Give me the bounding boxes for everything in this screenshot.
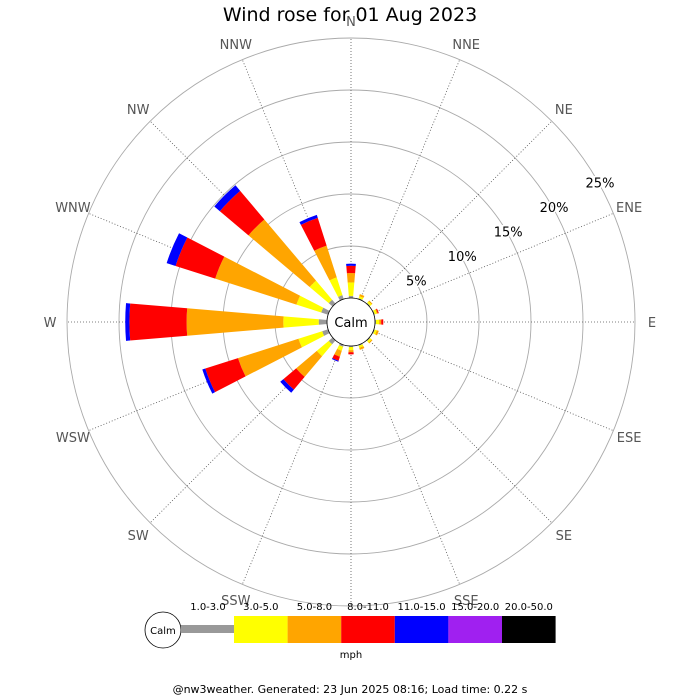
bar-segment bbox=[375, 330, 379, 336]
grid-spokes: N NNE NE ENE E ESE SE SSE S SSW SW WSW W WNW NW NNW bbox=[44, 15, 657, 632]
bar-segment bbox=[348, 346, 354, 351]
grid-ring bbox=[66, 37, 636, 607]
bar-segment bbox=[237, 338, 302, 377]
chart-title: Wind rose for 01 Aug 2023 bbox=[222, 4, 478, 26]
bar-segment bbox=[318, 319, 328, 325]
bar-segment bbox=[337, 345, 344, 351]
grid-spoke bbox=[367, 338, 553, 524]
bar-segment bbox=[368, 339, 373, 344]
bar-segment bbox=[283, 316, 319, 328]
grid-spoke bbox=[241, 344, 343, 585]
direction-label: ESE bbox=[617, 431, 642, 446]
bar-segment bbox=[366, 337, 371, 342]
bar-segment bbox=[348, 350, 354, 353]
bar-segment bbox=[175, 237, 225, 279]
radial-tick-label: 15% bbox=[494, 225, 523, 240]
bar-segment bbox=[129, 303, 188, 341]
bar-segment bbox=[186, 308, 284, 336]
bar-segment bbox=[339, 343, 344, 347]
bar-segment bbox=[375, 309, 378, 314]
bar-segment bbox=[366, 302, 371, 307]
bar-segment bbox=[346, 265, 356, 274]
bar-segment bbox=[358, 344, 364, 348]
direction-label: NNE bbox=[452, 38, 480, 53]
bar-segment bbox=[347, 282, 355, 297]
bar-segment bbox=[332, 354, 340, 361]
bar-segment bbox=[205, 358, 246, 393]
direction-label: SE bbox=[556, 529, 572, 544]
calm-circle bbox=[326, 297, 376, 347]
direction-label: E bbox=[648, 316, 656, 331]
bar-segment bbox=[348, 352, 354, 355]
radial-tick-label: 20% bbox=[540, 201, 569, 216]
bar-segment bbox=[202, 368, 216, 394]
direction-label: NW bbox=[127, 103, 150, 118]
bar-segment bbox=[248, 219, 317, 288]
bar-segment bbox=[359, 346, 365, 350]
bar-segment bbox=[299, 214, 318, 225]
bar-segment bbox=[329, 277, 343, 297]
footer-text: @nw3weather. Generated: 23 Jun 2025 08:1… bbox=[172, 683, 528, 696]
bar-segment bbox=[214, 185, 241, 212]
grid-spoke bbox=[367, 120, 553, 306]
bar-segment bbox=[125, 303, 131, 341]
bar-segment bbox=[219, 190, 265, 236]
bar-segment bbox=[322, 329, 330, 336]
bar-segment bbox=[298, 331, 325, 348]
direction-label: NE bbox=[555, 103, 573, 118]
grid-spoke bbox=[373, 330, 614, 432]
bar-segment bbox=[348, 295, 354, 299]
direction-label: WNW bbox=[55, 201, 91, 216]
bar-segment bbox=[321, 307, 330, 315]
direction-label: WSW bbox=[56, 431, 90, 446]
bar-segment bbox=[296, 295, 324, 313]
bar-segment bbox=[280, 379, 294, 393]
grid-spoke bbox=[149, 338, 335, 524]
direction-label: SSW bbox=[221, 594, 251, 609]
bar-segment bbox=[376, 308, 379, 314]
bar-segment bbox=[367, 338, 372, 343]
bar-segment bbox=[375, 319, 380, 325]
bar-segment bbox=[358, 296, 364, 300]
calm-label: Calm bbox=[334, 316, 367, 331]
grid-spoke bbox=[359, 59, 461, 300]
bar-segment bbox=[373, 329, 377, 335]
bar-segment bbox=[346, 263, 356, 266]
bar-segment bbox=[166, 233, 188, 267]
radial-tick-label: 25% bbox=[586, 177, 615, 192]
direction-label: W bbox=[44, 316, 57, 331]
bar-segment bbox=[359, 294, 365, 298]
bar-segment bbox=[331, 358, 339, 362]
bar-segment bbox=[316, 340, 333, 357]
bar-segment bbox=[367, 301, 372, 306]
bar-segment bbox=[300, 217, 327, 251]
direction-label: S bbox=[347, 617, 355, 632]
direction-label: ENE bbox=[616, 201, 642, 216]
bar-segment bbox=[346, 273, 356, 283]
bar-segment bbox=[296, 350, 323, 377]
radial-tick-label: 10% bbox=[448, 250, 477, 265]
bar-segment bbox=[381, 319, 384, 325]
bars bbox=[125, 185, 384, 394]
grid-spoke bbox=[359, 344, 461, 585]
grid-spoke bbox=[373, 212, 614, 314]
direction-label: SSE bbox=[454, 594, 479, 609]
bar-segment bbox=[379, 319, 382, 325]
bar-segment bbox=[334, 348, 342, 357]
radial-tick-label: 5% bbox=[406, 274, 427, 289]
bar-segment bbox=[368, 300, 373, 305]
bar-segment bbox=[215, 256, 301, 305]
direction-label: SW bbox=[128, 529, 149, 544]
direction-label: NNW bbox=[220, 38, 252, 53]
bar-segment bbox=[309, 280, 333, 304]
bar-segment bbox=[373, 309, 377, 315]
bar-segment bbox=[314, 245, 337, 281]
grid-spoke bbox=[241, 59, 343, 300]
bar-segment bbox=[283, 368, 305, 390]
direction-label: N bbox=[346, 15, 356, 30]
